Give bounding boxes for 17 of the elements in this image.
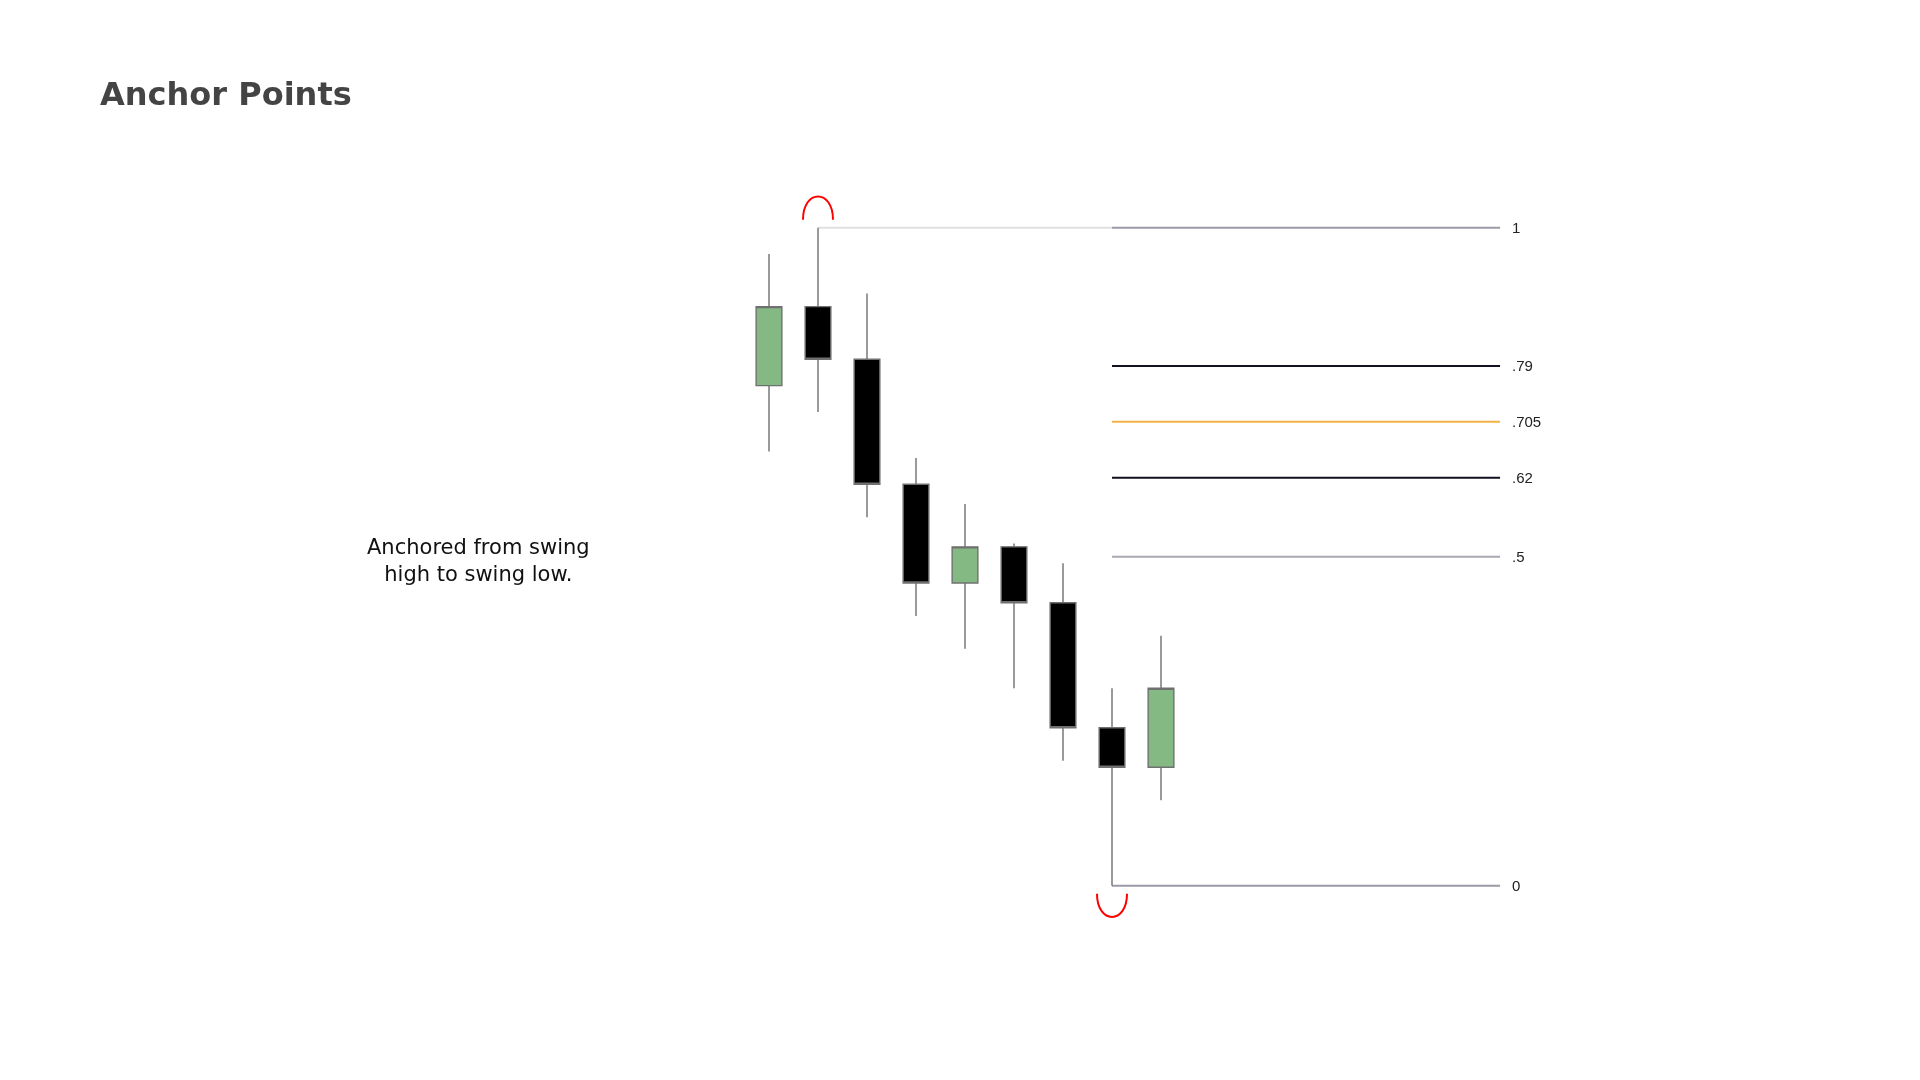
candlestick <box>804 227 832 413</box>
candlestick <box>1098 687 1126 887</box>
ref-line-label: .79 <box>1512 357 1533 374</box>
ref-line-label: .705 <box>1512 413 1542 430</box>
candlestick <box>951 503 979 650</box>
candlestick <box>1049 562 1077 762</box>
text: Anchor Points <box>100 75 352 114</box>
candlestick <box>1147 634 1175 801</box>
candlestick <box>853 292 881 518</box>
candlestick <box>1000 542 1028 689</box>
text: Anchored from swing high to swing low. <box>367 535 590 587</box>
candlestick <box>755 253 783 453</box>
candlestick <box>902 457 930 617</box>
ref-line-label: 1 <box>1512 219 1521 236</box>
ref-line-label: 0 <box>1512 877 1521 894</box>
ref-line-label: .62 <box>1512 469 1533 486</box>
ref-line-label: .5 <box>1512 548 1525 565</box>
